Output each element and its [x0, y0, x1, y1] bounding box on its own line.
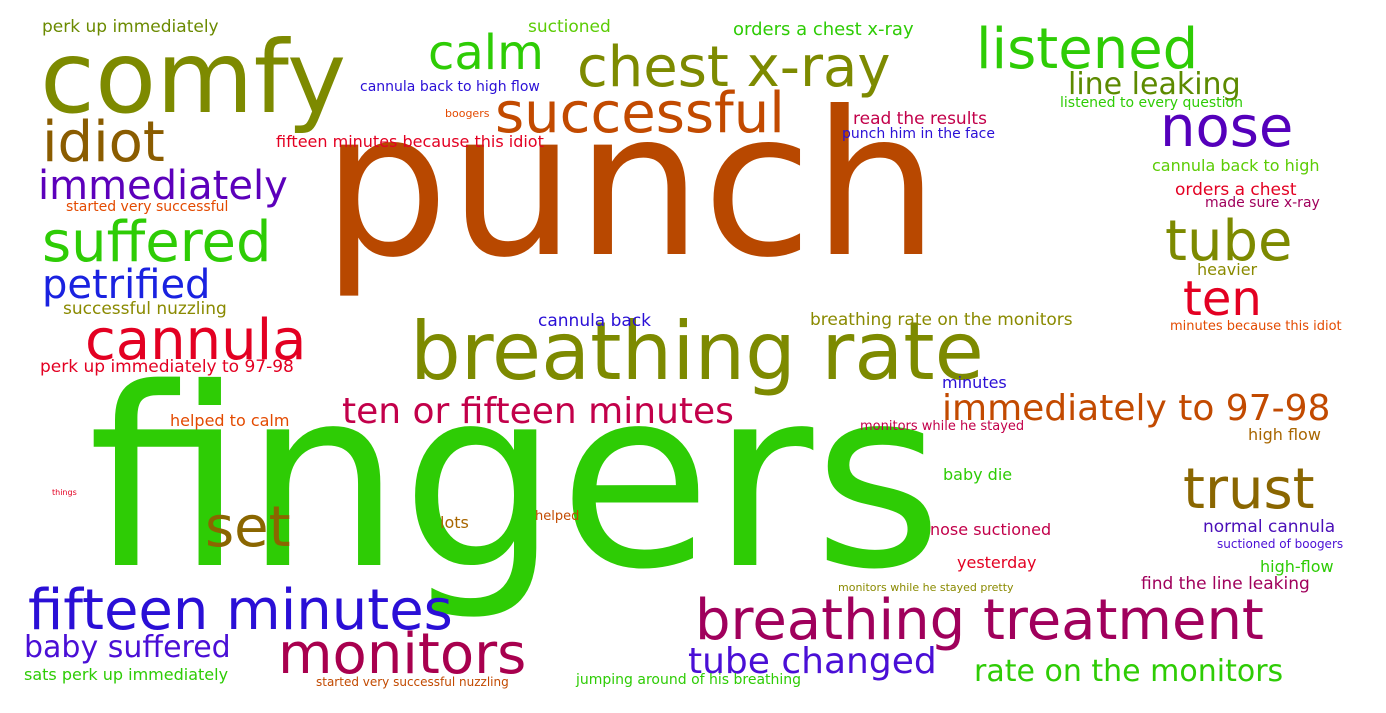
word: cannula back: [538, 311, 652, 331]
word: tube changed: [688, 641, 937, 682]
word: high flow: [1248, 425, 1321, 444]
word: punch him in the face: [842, 126, 995, 142]
word: fingers: [88, 336, 943, 624]
word: listened to every question: [1060, 95, 1243, 111]
word: fifteen minutes because this idiot: [276, 132, 544, 151]
word: orders a chest x-ray: [733, 19, 914, 40]
word: trust: [1183, 457, 1315, 522]
word: cannula back to high: [1152, 156, 1320, 175]
word: ten: [1183, 271, 1262, 327]
word: made sure x-ray: [1205, 195, 1320, 211]
word: boogers: [445, 107, 490, 120]
word: monitors while he stayed: [860, 419, 1025, 434]
word: perk up immediately: [42, 17, 219, 37]
word: ten or fifteen minutes: [342, 391, 734, 432]
word: listened: [976, 17, 1199, 82]
word: cannula back to high flow: [360, 79, 540, 95]
word: helped to calm: [170, 411, 290, 430]
word: baby die: [943, 465, 1013, 484]
word: normal cannula: [1203, 517, 1336, 537]
word: yesterday: [957, 553, 1037, 572]
word: immediately: [38, 163, 288, 209]
word: started very successful: [66, 199, 229, 215]
word: find the line leaking: [1141, 574, 1310, 594]
word: calm: [428, 25, 544, 81]
word: started very successful nuzzling: [316, 675, 509, 689]
word: suctioned of boogers: [1217, 537, 1344, 551]
word: line leaking: [1068, 67, 1241, 102]
word: chest x-ray: [577, 35, 891, 100]
word: lots: [440, 513, 469, 532]
word: set: [205, 495, 291, 560]
word: nose: [1160, 95, 1294, 160]
word: petrified: [42, 262, 211, 308]
word: helped: [535, 509, 580, 524]
word: successful nuzzling: [63, 299, 227, 319]
word: heavier: [1197, 260, 1258, 279]
word: rate on the monitors: [974, 654, 1284, 689]
word: read the results: [853, 109, 987, 129]
word: fifteen minutes: [28, 578, 453, 643]
word: perk up immediately to 97-98: [40, 357, 294, 377]
word: monitors: [278, 622, 527, 687]
word: successful: [495, 81, 785, 146]
word: minutes because this idiot: [1170, 319, 1342, 334]
word: suffered: [42, 210, 272, 275]
word: idiot: [42, 110, 165, 175]
word: jumping around of his breathing: [576, 672, 802, 688]
word: immediately to 97-98: [942, 388, 1331, 429]
word: monitors while he stayed pretty: [838, 581, 1014, 594]
word: breathing rate: [410, 305, 984, 398]
word: things: [52, 488, 77, 497]
word: breathing rate on the monitors: [810, 310, 1073, 330]
word: minutes: [942, 373, 1007, 392]
word: baby suffered: [24, 630, 231, 665]
word: breathing treatment: [695, 588, 1264, 653]
word: suctioned: [528, 17, 611, 37]
word: sats perk up immediately: [24, 665, 229, 684]
word: high-flow: [1260, 557, 1334, 576]
word: nose suctioned: [930, 520, 1052, 539]
word: comfy: [40, 19, 347, 136]
word: orders a chest: [1175, 180, 1297, 200]
word: punch: [322, 69, 940, 302]
word: tube: [1165, 209, 1293, 274]
word: cannula: [85, 308, 307, 373]
